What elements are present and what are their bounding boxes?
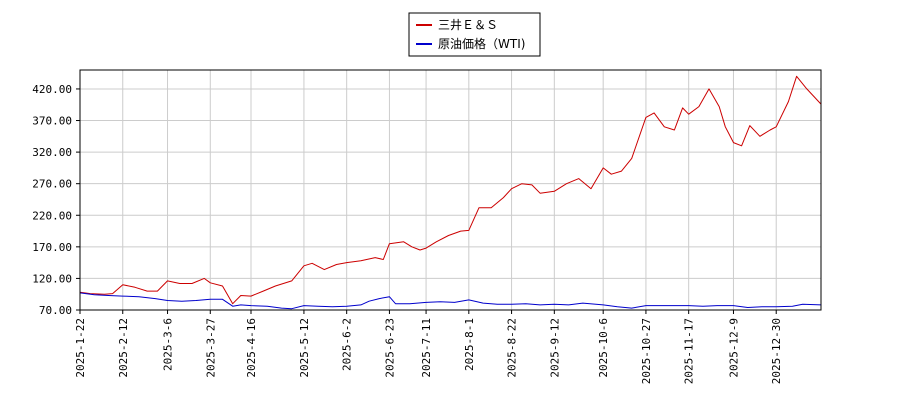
x-tick-label: 2025-6-2 (341, 318, 354, 371)
x-tick-label: 2025-10-27 (640, 318, 653, 384)
series-line-2 (79, 292, 822, 310)
series-line-1 (79, 75, 822, 305)
x-tick-label: 2025-2-12 (117, 318, 130, 378)
x-tick-label: 2025-8-22 (506, 318, 519, 378)
x-tick-label: 2025-12-9 (727, 318, 740, 378)
x-tick-label: 2025-8-1 (463, 318, 476, 371)
legend-label-series-2: 原油価格（WTI) (438, 36, 525, 51)
x-tick-label: 2025-12-30 (770, 318, 783, 384)
plot-area-frame (79, 69, 822, 311)
x-tick-label: 2025-11-17 (683, 318, 696, 384)
legend-box (408, 12, 541, 57)
chart-grid (79, 70, 821, 311)
y-tick-label: 70.00 (39, 304, 72, 317)
y-tick-label: 420.00 (32, 83, 72, 96)
x-tick-label: 2025-1-22 (74, 318, 87, 378)
legend-label-series-1: 三井Ｅ＆Ｓ (438, 18, 498, 32)
y-tick-label: 220.00 (32, 209, 72, 222)
x-tick-label: 2025-10-6 (597, 318, 610, 378)
y-tick-label: 120.00 (32, 272, 72, 285)
x-axis: 2025-1-22 2025-2-12 2025-3-6 2025-3-27 2025-… (74, 310, 783, 384)
y-tick-label: 370.00 (32, 115, 72, 128)
y-tick-label: 270.00 (32, 178, 72, 191)
x-tick-label: 2025-5-12 (298, 318, 311, 378)
x-tick-label: 2025-4-16 (245, 318, 258, 378)
chart-legend: 三井Ｅ＆Ｓ 原油価格（WTI) (408, 12, 541, 57)
y-axis: 70.00 120.00 170.00 220.00 270.00 320.00 370.0… (32, 83, 80, 317)
x-tick-label: 2025-3-27 (204, 318, 217, 378)
y-tick-label: 170.00 (32, 241, 72, 254)
x-tick-label: 2025-3-6 (162, 318, 175, 371)
chart-series (79, 75, 822, 310)
x-tick-label: 2025-9-12 (548, 318, 561, 378)
y-tick-label: 320.00 (32, 146, 72, 159)
x-tick-label: 2025-7-11 (420, 318, 433, 378)
x-tick-label: 2025-6-23 (383, 318, 396, 378)
